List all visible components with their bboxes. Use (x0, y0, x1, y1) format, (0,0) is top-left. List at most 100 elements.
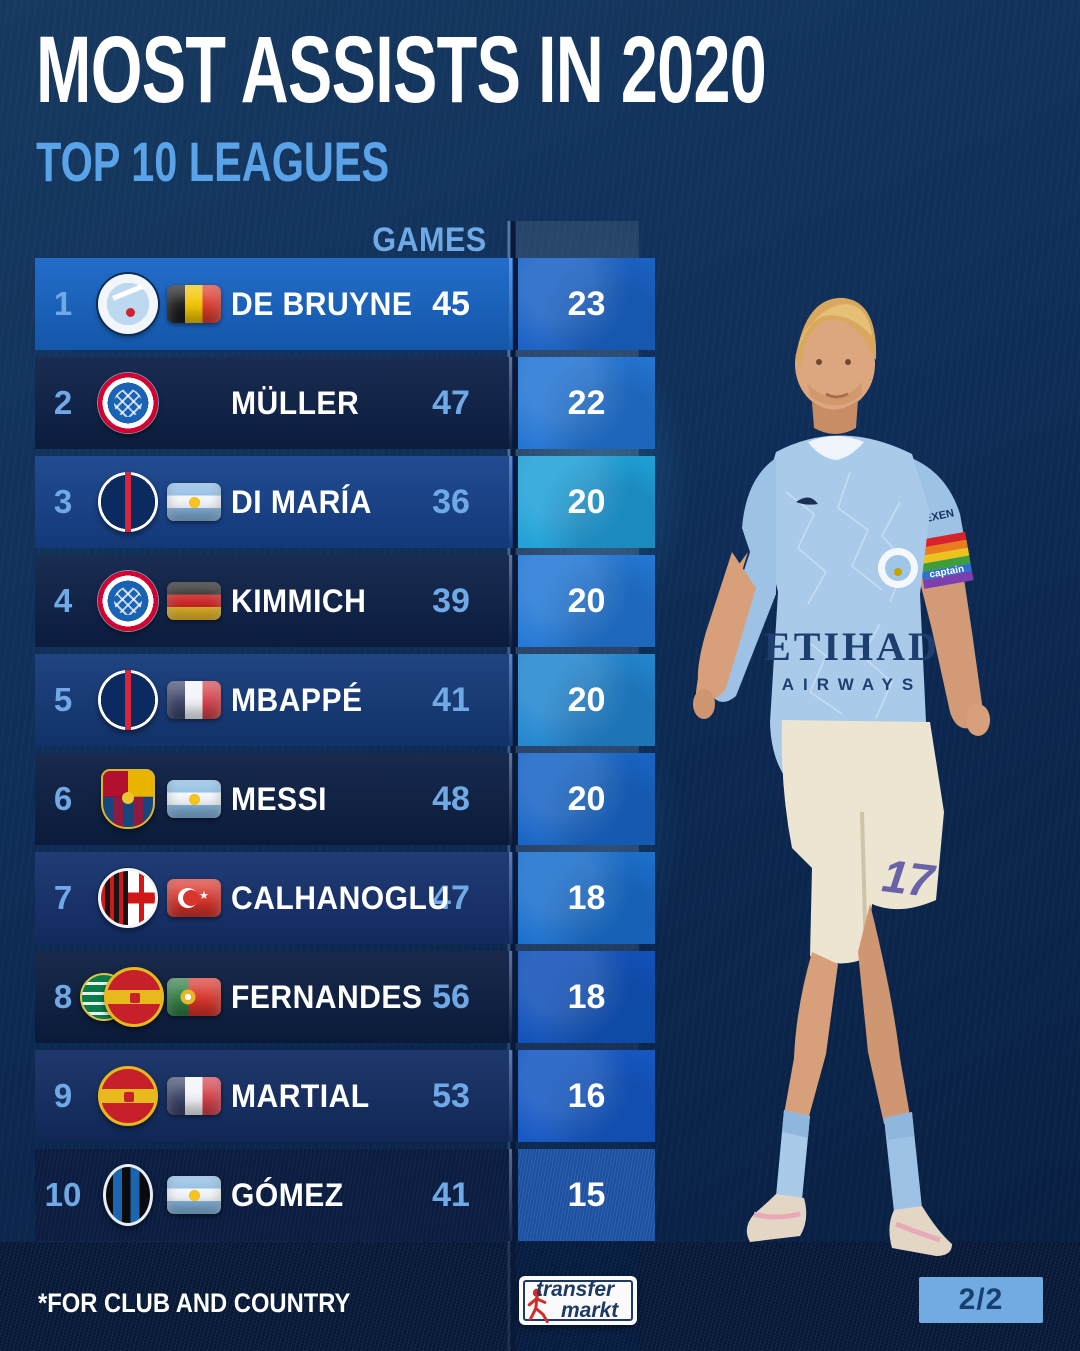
table-row: 5 MBAPPÉ 41 20 (35, 654, 655, 746)
assists-value: 16 (509, 1050, 655, 1142)
table-row: 3 DI MARÍA 36 20 (35, 456, 655, 548)
assists-value: 20 (509, 456, 655, 548)
jersey-sponsor-line2: AIRWAYS (782, 675, 922, 694)
club-badge-atalanta (91, 1164, 165, 1226)
puma-logo (796, 497, 818, 505)
leg-skin (858, 904, 910, 1124)
rank-label: 8 (53, 978, 73, 1015)
column-header-games: GAMES (372, 221, 487, 259)
hand (966, 704, 990, 736)
leg-skin (784, 952, 838, 1120)
player-name: DE BRUYNE (231, 285, 413, 322)
table-row: 6 MESSI 48 20 (35, 753, 655, 845)
club-crest-detail (894, 568, 902, 576)
rank-label: 7 (53, 879, 73, 916)
boot-accent (895, 1221, 941, 1243)
flag-france-icon (165, 681, 231, 719)
forearm (697, 552, 756, 699)
hair-highlight (798, 304, 872, 348)
games-value: 56 (432, 977, 470, 1016)
games-value: 47 (432, 383, 470, 422)
flag-argentina-icon (165, 780, 231, 818)
flag-turkey-icon: ★ (165, 879, 231, 917)
jersey-sponsor-line1: ETIHAD (764, 624, 940, 669)
table-row: 2 MÜLLER 47 22 (35, 357, 655, 449)
club-badge-psg (91, 472, 165, 532)
club-badge-barcelona (91, 769, 165, 829)
games-value: 48 (432, 779, 470, 818)
jersey (758, 435, 930, 810)
table-row: 4 KIMMICH 39 20 (35, 555, 655, 647)
player-name: GÓMEZ (231, 1176, 344, 1213)
player-name: MARTIAL (231, 1077, 370, 1114)
rank-label: 3 (53, 483, 73, 520)
rank-label: 10 (44, 1176, 82, 1213)
player-name: MBAPPÉ (231, 681, 363, 718)
assists-value: 22 (509, 357, 655, 449)
games-value: 45 (432, 284, 470, 323)
rank-label: 2 (53, 384, 73, 421)
flag-portugal-icon (165, 978, 231, 1016)
flag-belgium-icon (165, 285, 231, 323)
games-value: 41 (432, 1175, 470, 1214)
face (795, 318, 875, 410)
player-name: CALHANOGLU (231, 879, 450, 916)
player-photo-de-bruyne: captain NEXEN ETIHAD AIRWAYS (693, 297, 990, 1256)
flag-france-icon (165, 1077, 231, 1115)
shorts-number: 17 (879, 849, 939, 907)
rank-label: 5 (53, 681, 73, 718)
rank-label: 1 (53, 285, 73, 322)
page-title: MOST ASSISTS IN 2020 (36, 17, 767, 123)
transfermarkt-logo: transfer markt (519, 1276, 637, 1325)
eye (845, 359, 851, 365)
flag-germany-icon (165, 582, 231, 620)
club-badge-manchester-united (91, 1066, 165, 1126)
player-name: KIMMICH (231, 582, 367, 619)
games-value: 41 (432, 680, 470, 719)
assists-value: 20 (509, 753, 655, 845)
brand-text-line1: transfer (536, 1278, 615, 1301)
star-glyph: ★ (199, 890, 209, 902)
assists-value: 23 (509, 258, 655, 350)
player-name: DI MARÍA (231, 483, 372, 520)
rank-label: 9 (53, 1077, 73, 1114)
hand (693, 689, 715, 719)
player-name: FERNANDES (231, 978, 423, 1015)
assists-value: 20 (509, 654, 655, 746)
assists-value: 18 (509, 852, 655, 944)
table-row: 10 GÓMEZ 41 15 (35, 1149, 655, 1241)
page-subtitle: TOP 10 LEAGUES (36, 130, 390, 193)
boot-accent (753, 1211, 801, 1220)
rank-label: 6 (53, 780, 73, 817)
table-row: 8 FERNANDES 56 18 (35, 951, 655, 1043)
transfermarkt-figure-icon (527, 1288, 549, 1324)
club-badge-bayern-munich (91, 571, 165, 631)
denim-texture-strip (0, 1242, 1080, 1351)
club-badge-psg (91, 670, 165, 730)
stubble (808, 382, 862, 406)
footnote: *FOR CLUB AND COUNTRY (38, 1288, 351, 1318)
player-name: MESSI (231, 780, 327, 817)
flag-argentina-icon (165, 1176, 231, 1214)
assists-value: 18 (509, 951, 655, 1043)
assists-value: 20 (509, 555, 655, 647)
games-value: 36 (432, 482, 470, 521)
table-row: 9 MARTIAL 53 16 (35, 1050, 655, 1142)
page-indicator-badge: 2/2 (919, 1277, 1043, 1323)
player-name: MÜLLER (231, 384, 360, 421)
sock-band (782, 1110, 810, 1138)
games-value: 47 (432, 878, 470, 917)
sock-band (884, 1112, 914, 1140)
table-row: 7 ★ CALHANOGLU 47 18 (35, 852, 655, 944)
collar (808, 436, 864, 460)
brand-text-line2: markt (561, 1299, 619, 1322)
games-value: 53 (432, 1076, 470, 1115)
club-badge-manchester-city (91, 274, 165, 334)
rank-label: 4 (53, 582, 73, 619)
flag-argentina-icon (165, 483, 231, 521)
rainbow-captain-armband: captain (915, 531, 974, 589)
club-badge-ac-milan (91, 868, 165, 928)
club-badge-bayern-munich (91, 373, 165, 433)
games-value: 39 (432, 581, 470, 620)
